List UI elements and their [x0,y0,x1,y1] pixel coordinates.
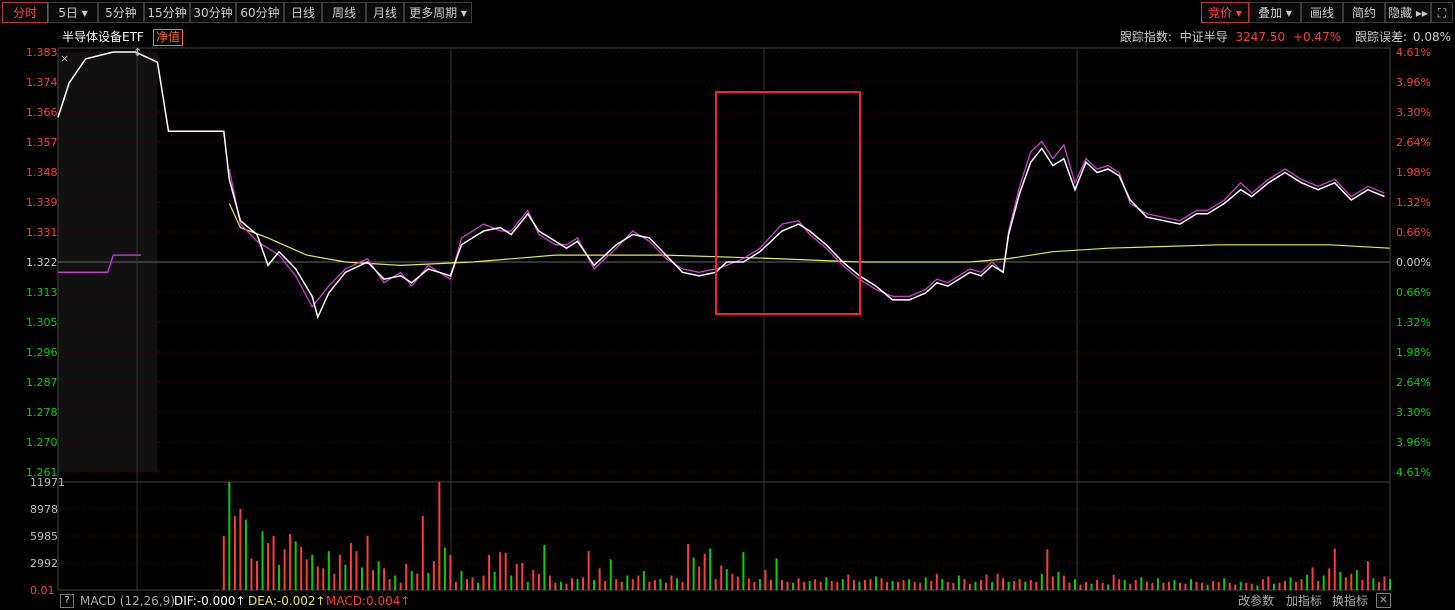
price-tick-label: 1.313 [26,286,58,299]
period-tab-9[interactable]: 更多周期 ▾ [404,2,472,23]
price-tick-label: 1.296 [26,346,58,359]
chart-frame [57,47,1391,591]
tool-button-4[interactable]: 隐藏 ▸▸ [1385,2,1431,23]
price-tick-label: 1.357 [26,136,58,149]
period-tab-4[interactable]: 30分钟 [190,2,236,23]
help-icon[interactable]: ? [60,594,74,608]
pct-tick-label: 3.96% [1396,76,1431,89]
volume-tick-label: 5985 [30,530,58,543]
macd-name: MACD (12,26,9) [80,594,175,608]
price-tick-label: 1.270 [26,436,58,449]
tracking-index-line [228,140,1385,308]
pct-tick-label: 0.66% [1396,226,1431,239]
premarket-index-line [58,254,141,273]
indicator-footer: ? MACD (12,26,9) DIF:-0.000↑ DEA:-0.002↑… [58,592,1455,610]
add-indicator-button[interactable]: 加指标 [1286,594,1323,608]
nav-badge[interactable]: 净值 [153,29,184,46]
pct-tick-label: 2.64% [1396,136,1431,149]
tool-button-3[interactable]: 简约 [1343,2,1385,23]
period-tab-8[interactable]: 月线 [366,2,404,23]
pct-tick-label: 4.61% [1396,466,1431,479]
dea-value: DEA:-0.002↑ [248,594,326,608]
period-tab-6[interactable]: 日线 [284,2,322,23]
price-line [57,51,1385,320]
x-marker: × [60,52,69,65]
price-tick-label: 1.287 [26,376,58,389]
subheader: 半导体设备ETF 净值 跟踪指数: 中证半导 3247.50 +0.47% 跟踪… [0,27,1455,47]
pct-tick-label: 1.98% [1396,166,1431,179]
pct-tick-label: 4.61% [1396,46,1431,59]
price-tick-label: 1.322 [26,256,58,269]
volume-tick-label: 8978 [30,503,58,516]
tool-button-0[interactable]: 竞价 ▾ [1201,2,1249,23]
tracking-change: +0.47% [1292,30,1342,44]
pct-tick-label: 1.98% [1396,346,1431,359]
tracking-error: 0.08% [1412,30,1451,44]
price-tick-label: 1.383 [26,46,58,59]
tracking-index: 中证半导 [1179,30,1228,44]
instrument-name: 半导体设备ETF [62,30,144,44]
tool-button-1[interactable]: 叠加 ▾ [1249,2,1301,23]
price-tick-label: 1.278 [26,406,58,419]
period-toolbar: 分时 5日 ▾ 5分钟 15分钟 30分钟 60分钟 日线 周线 月线 更多周期 ▾ 竞价 ▾ 叠加 … [0,0,1455,27]
pct-tick-label: 1.32% [1396,196,1431,209]
volume-tick-label: 11971 [30,476,65,489]
volume-tick-label: 2992 [30,557,58,570]
pct-tick-label: 0.66% [1396,286,1431,299]
dif-value: DIF:-0.000↑ [174,594,246,608]
tool-button-5[interactable]: ⛶ [1431,2,1453,23]
period-tab-2[interactable]: 5分钟 [98,2,144,23]
highlight-box [715,91,861,315]
tracking-info: 跟踪指数: 中证半导 3247.50 +0.47% 跟踪误差: 0.08% [1120,27,1451,47]
pct-tick-label: 1.32% [1396,316,1431,329]
tracking-error-label: 跟踪误差: [1355,30,1408,44]
avg-price-line [228,203,1391,267]
pct-tick-label: 3.30% [1396,406,1431,419]
price-tick-label: 1.366 [26,106,58,119]
price-tick-label: 1.374 [26,76,58,89]
period-tab-3[interactable]: 15分钟 [144,2,190,23]
close-icon[interactable]: ✕ [1376,593,1391,608]
price-tick-label: 1.331 [26,226,58,239]
period-tab-0[interactable]: 分时 [2,2,48,23]
split-marker: ↕ [133,46,142,59]
price-tick-label: 1.339 [26,196,58,209]
tracking-value: 3247.50 [1235,30,1286,44]
period-tab-5[interactable]: 60分钟 [236,2,284,23]
price-tick-label: 1.348 [26,166,58,179]
price-tick-label: 1.261 [26,466,58,479]
pct-tick-label: 3.30% [1396,106,1431,119]
change-params-button[interactable]: 改参数 [1238,594,1275,608]
pct-tick-label: 2.64% [1396,376,1431,389]
pct-tick-label: 0.00% [1396,256,1431,269]
period-tab-1[interactable]: 5日 ▾ [48,2,98,23]
tool-button-2[interactable]: 画线 [1301,2,1343,23]
price-tick-label: 1.305 [26,316,58,329]
tracking-label: 跟踪指数: [1119,30,1172,44]
period-tab-7[interactable]: 周线 [322,2,366,23]
switch-indicator-button[interactable]: 换指标 [1332,594,1369,608]
pct-tick-label: 3.96% [1396,436,1431,449]
volume-tick-label: 0.01 [30,584,55,597]
macd-value: MACD:0.004↑ [326,594,411,608]
